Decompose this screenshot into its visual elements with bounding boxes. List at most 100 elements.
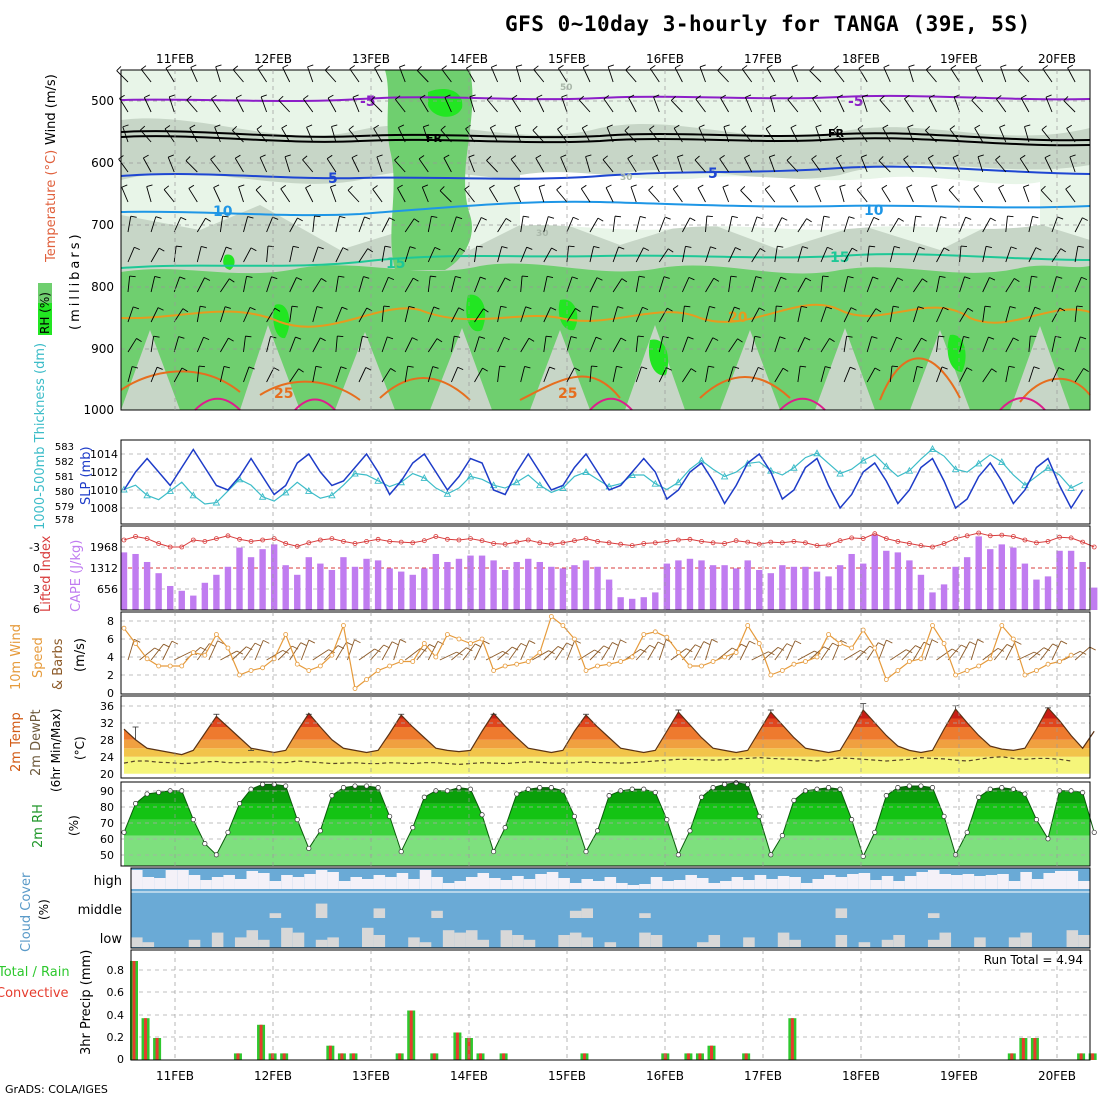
wind-barb bbox=[554, 642, 568, 661]
wind-barb-flag bbox=[965, 216, 972, 220]
wind-speed-point bbox=[803, 659, 808, 664]
rh-point bbox=[202, 841, 208, 847]
wind-barb-flag bbox=[574, 367, 580, 372]
wind-barb bbox=[931, 186, 937, 203]
cloud-low-cell bbox=[465, 930, 478, 947]
wind-barb bbox=[173, 308, 184, 323]
wind-barb-flag bbox=[254, 642, 262, 647]
cloud-low-cell bbox=[523, 939, 536, 947]
wind-barb-flag bbox=[205, 217, 211, 222]
wind-speed-point bbox=[444, 632, 450, 637]
wind-barb bbox=[719, 158, 729, 173]
lifted-index-point bbox=[826, 542, 831, 548]
wind-barb bbox=[335, 366, 342, 383]
lifted-index-point bbox=[999, 532, 1005, 538]
cloud-high-cell bbox=[581, 879, 593, 889]
thickness-point bbox=[974, 459, 983, 467]
contour-label: 5 bbox=[328, 171, 338, 187]
cape-bar bbox=[756, 569, 763, 610]
wind-barb-flag bbox=[698, 124, 705, 128]
wind-barb-flag bbox=[628, 94, 635, 99]
date-label: 17FEB bbox=[744, 52, 782, 66]
wind-barb bbox=[243, 336, 246, 353]
panel-border bbox=[120, 525, 1091, 611]
wind-barb bbox=[533, 69, 545, 83]
lifted-index-point bbox=[456, 537, 462, 543]
wind-barb bbox=[635, 644, 650, 661]
wind-barb bbox=[513, 187, 522, 203]
wind-speed-point bbox=[907, 659, 912, 664]
wind-barb-flag bbox=[722, 184, 729, 188]
wind-barb-flag bbox=[1030, 335, 1037, 338]
thickness-tick: 581 bbox=[55, 472, 74, 483]
rh-point bbox=[745, 781, 751, 787]
wind-barb-flag bbox=[503, 336, 510, 341]
wind-barb-flag bbox=[1077, 245, 1084, 248]
wind-barb bbox=[266, 246, 269, 263]
wind-barb-flag bbox=[837, 94, 843, 98]
lifted-index-point bbox=[964, 533, 970, 539]
wind-barb bbox=[543, 646, 559, 661]
wind-barb bbox=[820, 642, 833, 661]
wind-barb bbox=[474, 308, 484, 323]
thickness-point bbox=[651, 479, 660, 487]
wind-barb bbox=[307, 66, 314, 83]
wind-barb bbox=[266, 367, 275, 383]
cape-bar bbox=[732, 568, 740, 610]
cloud-high-cell bbox=[200, 880, 212, 889]
cape-bar bbox=[490, 560, 497, 610]
wind-barb bbox=[162, 640, 173, 661]
wind-barb-flag bbox=[886, 639, 893, 644]
wind-barb-flag bbox=[514, 184, 520, 188]
wind-barb bbox=[486, 160, 498, 173]
wind-barb-flag bbox=[305, 184, 312, 189]
thickness-point bbox=[790, 463, 798, 471]
wind-barb-flag bbox=[794, 640, 802, 645]
wind-barb bbox=[999, 127, 1007, 143]
slp-series bbox=[120, 444, 1084, 510]
wind-barb-flag bbox=[998, 184, 1005, 189]
wind-barb-flag bbox=[988, 336, 995, 340]
wind-barb bbox=[489, 127, 499, 143]
date-label: 19FEB bbox=[940, 52, 978, 66]
lifted-index-point bbox=[375, 536, 381, 542]
wind-barb-flag bbox=[790, 124, 797, 129]
wind-barb bbox=[196, 218, 206, 233]
cloud-low-cell bbox=[419, 942, 432, 947]
wind-barb bbox=[497, 646, 513, 661]
wind-barb-flag bbox=[222, 215, 229, 218]
wind-barb-flag bbox=[960, 245, 968, 248]
wind-barb-flag bbox=[1081, 276, 1088, 281]
wind-barb-flag bbox=[904, 95, 910, 100]
wind-barb bbox=[127, 366, 133, 383]
wind-barb-flag bbox=[742, 65, 748, 70]
grid-lines bbox=[121, 453, 1090, 509]
cloud-low-cell bbox=[373, 935, 386, 947]
wind-barb bbox=[889, 246, 895, 263]
wind-barb bbox=[751, 651, 769, 661]
wind-barb-flag bbox=[217, 640, 224, 645]
wind-speed-point bbox=[722, 654, 727, 660]
cloud-low-cell bbox=[777, 932, 790, 947]
rh-axis: 90 80 70 60 50 bbox=[100, 785, 114, 862]
wind-barb-flag bbox=[316, 306, 323, 309]
wind-barb bbox=[843, 307, 852, 323]
wind-barb-flag bbox=[499, 365, 506, 368]
wind-barb bbox=[121, 187, 129, 203]
lifted-index-point bbox=[548, 541, 554, 547]
rh-tick: 70 bbox=[100, 817, 114, 830]
wind-barb bbox=[150, 276, 156, 293]
wind-barb bbox=[520, 366, 526, 383]
cape-bar bbox=[270, 544, 278, 610]
wind-barb bbox=[163, 189, 175, 203]
cloud-low-cell bbox=[581, 937, 593, 947]
wind-barb-flag bbox=[977, 639, 984, 643]
wind-barb bbox=[486, 99, 498, 113]
wind-barb bbox=[843, 649, 861, 661]
slp-panel: 583 582 581 580 579 578 1014 1012 1010 1… bbox=[33, 343, 1091, 530]
wind-barb-flag bbox=[614, 215, 622, 218]
date-label: 20FEB bbox=[1038, 1069, 1076, 1083]
wind-barb bbox=[741, 68, 753, 83]
wind-barb-flag bbox=[603, 95, 610, 100]
wind-barb bbox=[140, 129, 152, 143]
